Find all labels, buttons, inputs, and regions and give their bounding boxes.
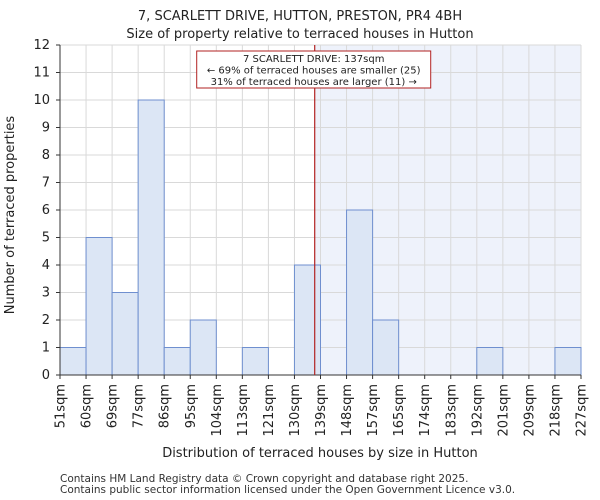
x-tick-label: 201sqm [496, 384, 511, 437]
bar-113sqm [241, 347, 269, 376]
y-tick-label: 10 [33, 93, 50, 108]
footer-line-2: Contains public sector information licen… [60, 484, 516, 496]
x-tick-label: 209sqm [522, 384, 537, 437]
bar-95sqm [189, 319, 217, 376]
x-tick-label: 95sqm [184, 384, 199, 428]
x-tick-label: 86sqm [158, 384, 173, 428]
marker: 7 SCARLETT DRIVE: 137sqm← 69% of terrace… [196, 45, 432, 375]
bar-192sqm [476, 347, 504, 376]
chart-subtitle: Size of property relative to terraced ho… [126, 27, 473, 42]
x-tick-label: 165sqm [392, 384, 407, 437]
x-tick-label: 227sqm [575, 384, 590, 437]
y-tick-label: 9 [42, 121, 50, 136]
annotation-line-2: ← 69% of terraced houses are smaller (25… [207, 66, 421, 77]
chart-title: 7, SCARLETT DRIVE, HUTTON, PRESTON, PR4 … [138, 9, 462, 24]
y-tick-label: 11 [33, 66, 50, 81]
y-tick-label: 3 [42, 286, 50, 301]
x-tick-label: 174sqm [418, 384, 433, 437]
x-tick-label: 139sqm [314, 384, 329, 437]
y-tick-label: 6 [42, 203, 50, 218]
x-tick-label: 148sqm [340, 384, 355, 437]
y-tick-label: 5 [42, 231, 50, 246]
x-tick-label: 121sqm [262, 384, 277, 437]
x-ticks: 51sqm 60sqm 69sqm 77sqm 86sqm 95sqm 104sqm 113s… [54, 375, 590, 437]
y-tick-label: 8 [42, 148, 50, 163]
bar-86sqm [163, 347, 191, 376]
bar-130sqm [293, 264, 322, 376]
bar-77sqm [137, 99, 165, 376]
annotation-box [196, 50, 432, 89]
annotation-line-1: 7 SCARLETT DRIVE: 137sqm [243, 54, 384, 65]
bar-218sqm [554, 347, 582, 376]
y-tick-label: 4 [42, 258, 50, 273]
y-tick-label: 12 [33, 38, 50, 53]
y-tick-label: 1 [42, 341, 50, 356]
bar-69sqm [111, 292, 139, 376]
y-tick-label: 0 [42, 368, 50, 383]
x-tick-label: 218sqm [548, 384, 563, 437]
x-tick-label: 77sqm [132, 384, 147, 428]
bar-148sqm [346, 209, 374, 376]
bar-157sqm [372, 319, 400, 376]
x-axis-label: Distribution of terraced houses by size … [162, 446, 478, 461]
x-tick-label: 192sqm [470, 384, 485, 437]
y-axis-label: Number of terraced properties [3, 116, 18, 315]
x-tick-label: 183sqm [444, 384, 459, 437]
x-tick-label: 157sqm [366, 384, 381, 437]
annotation-line-3: 31% of terraced houses are larger (11) → [211, 77, 417, 88]
x-tick-label: 104sqm [210, 384, 225, 437]
x-tick-label: 113sqm [236, 384, 251, 437]
x-tick-label: 69sqm [106, 384, 121, 428]
x-tick-label: 60sqm [80, 384, 95, 428]
x-tick-label: 130sqm [288, 384, 303, 437]
bar-51sqm [59, 347, 87, 376]
y-tick-label: 7 [42, 176, 50, 191]
y-tick-label: 2 [42, 313, 50, 328]
bar-60sqm [85, 237, 113, 376]
bars [59, 99, 582, 376]
x-tick-label: 51sqm [54, 384, 69, 428]
footer-line-1: Contains HM Land Registry data © Crown c… [60, 473, 469, 485]
